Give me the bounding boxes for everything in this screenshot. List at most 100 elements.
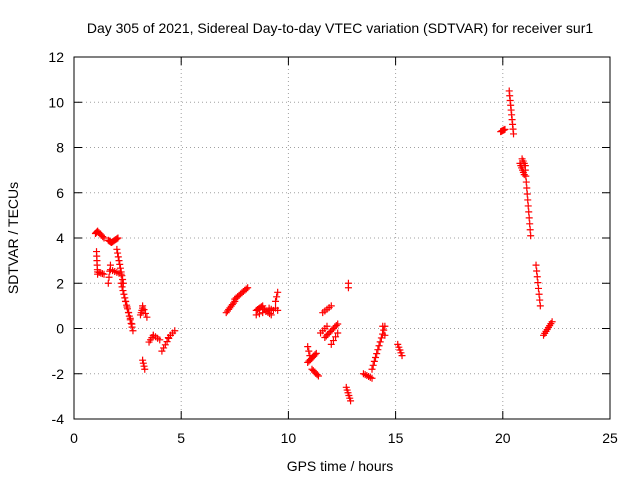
y-tick-label: 6: [56, 185, 64, 201]
data-point: [536, 296, 544, 304]
data-point: [377, 334, 385, 342]
data-point: [129, 327, 137, 335]
data-point: [128, 320, 136, 328]
y-axis-label: SDTVAR / TECUs: [5, 182, 21, 294]
data-point: [524, 202, 532, 210]
data-point: [372, 354, 380, 362]
data-point: [520, 171, 528, 179]
data-point: [374, 346, 382, 354]
data-point: [522, 178, 530, 186]
data-point: [368, 374, 376, 382]
grid-lines: [74, 57, 610, 419]
data-point: [370, 357, 378, 365]
data-point: [381, 331, 389, 339]
data-points: [91, 87, 556, 405]
data-point: [373, 350, 381, 358]
data-point: [113, 235, 121, 243]
axis-ticks: 0 5 10 15 20 25 -4 -2 0 2 4 6 8 10 12: [48, 49, 618, 446]
data-point: [533, 267, 541, 275]
data-point: [534, 284, 542, 292]
data-point: [332, 321, 340, 329]
y-tick-label: 10: [48, 94, 64, 110]
y-tick-label: -2: [52, 366, 65, 382]
data-point: [115, 257, 123, 265]
data-point: [332, 333, 340, 341]
data-point: [311, 351, 319, 359]
data-point: [117, 279, 125, 287]
data-point: [347, 397, 355, 405]
data-point: [366, 373, 374, 381]
data-point: [158, 347, 166, 355]
data-point: [272, 297, 280, 305]
data-point: [380, 326, 388, 334]
data-point: [116, 264, 124, 272]
x-tick-label: 10: [281, 430, 297, 446]
data-point: [156, 336, 164, 344]
data-point: [533, 273, 541, 281]
chart-title: Day 305 of 2021, Sidereal Day-to-day VTE…: [87, 20, 593, 36]
data-point: [501, 125, 509, 133]
data-point: [344, 284, 352, 292]
data-point: [171, 327, 179, 335]
data-point: [255, 310, 263, 318]
data-point: [259, 309, 267, 317]
data-point: [139, 302, 147, 310]
data-point: [100, 234, 108, 242]
data-point: [527, 232, 535, 240]
data-point: [114, 249, 122, 257]
data-point: [104, 279, 112, 287]
data-point: [548, 318, 556, 326]
data-point: [139, 359, 147, 367]
data-point: [305, 347, 313, 355]
data-point: [314, 372, 322, 380]
data-point: [100, 270, 108, 278]
y-tick-label: -4: [52, 411, 65, 427]
data-point: [118, 272, 126, 280]
data-point: [379, 322, 387, 330]
data-point: [334, 320, 342, 328]
data-point: [521, 166, 529, 174]
data-point: [304, 343, 312, 351]
data-point: [524, 196, 532, 204]
data-point: [163, 338, 171, 346]
data-point: [123, 303, 131, 311]
data-point: [510, 130, 518, 138]
data-point: [398, 352, 406, 360]
data-point: [329, 337, 337, 345]
data-point: [523, 190, 531, 198]
data-point: [375, 342, 383, 350]
data-point: [376, 338, 384, 346]
data-point: [141, 309, 149, 317]
data-point: [327, 302, 335, 310]
data-point: [114, 234, 122, 242]
data-point: [141, 365, 149, 373]
data-point: [99, 233, 107, 241]
data-point: [262, 308, 270, 316]
data-point: [119, 275, 127, 283]
data-point: [274, 288, 282, 296]
data-point: [313, 371, 321, 379]
data-point: [536, 302, 544, 310]
data-point: [114, 253, 122, 261]
data-point: [522, 172, 530, 180]
data-point: [334, 329, 342, 337]
data-point: [312, 349, 320, 357]
data-point: [244, 284, 252, 292]
data-point: [161, 341, 169, 349]
data-point: [230, 299, 238, 307]
data-point: [113, 245, 121, 253]
x-axis-label: GPS time / hours: [287, 458, 394, 474]
data-point: [140, 306, 148, 314]
data-point: [534, 279, 542, 287]
data-point: [306, 352, 314, 360]
y-tick-label: 8: [56, 140, 64, 156]
data-point: [242, 285, 250, 293]
x-tick-label: 15: [388, 430, 404, 446]
y-tick-label: 0: [56, 321, 64, 337]
x-tick-label: 20: [495, 430, 511, 446]
data-point: [105, 273, 113, 281]
data-point: [143, 313, 151, 321]
data-point: [160, 344, 168, 352]
data-point: [274, 306, 282, 314]
